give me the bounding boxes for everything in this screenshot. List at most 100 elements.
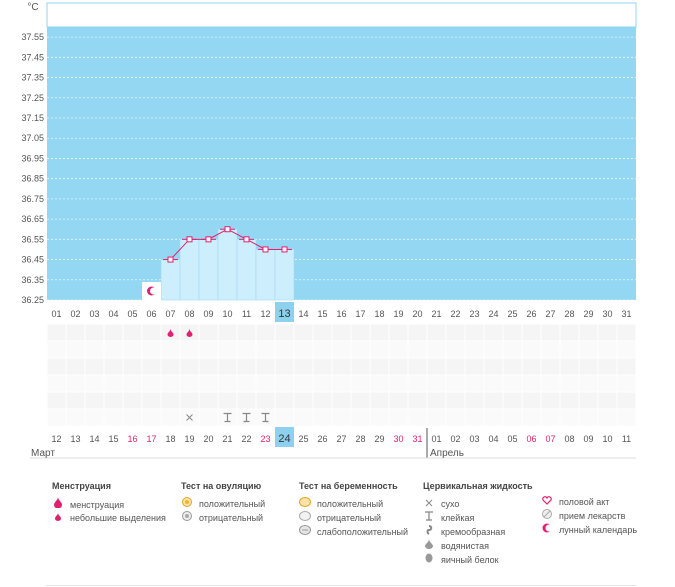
marker-cell [598,392,617,409]
marker-cell [484,392,503,409]
marker-cell [161,392,180,409]
date-label: 29 [374,434,384,444]
date-label: 06 [526,434,536,444]
marker-cell [465,358,484,375]
x-tick-label: 17 [355,309,365,319]
marker-cell [484,409,503,426]
marker-cell [389,341,408,358]
marker-cell [180,358,199,375]
marker-cell [503,392,522,409]
legend-item: сухо [423,497,533,511]
marker-cell [332,358,351,375]
x-tick-label: 09 [203,309,213,319]
marker-cell [522,375,541,392]
marker-cell [47,375,66,392]
date-label: 26 [317,434,327,444]
ovulation-positive-icon [181,497,193,511]
legend-title: Тест на овуляцию [181,481,262,491]
y-tick-label: 36.65 [21,214,44,224]
marker-cell [237,375,256,392]
legend-item: отрицательный [299,511,408,525]
drop-large-icon [52,497,64,512]
legend-label: положительный [199,499,266,509]
marker-cell [85,358,104,375]
marker-cell [484,358,503,375]
marker-cell [617,324,636,341]
marker-cell [313,341,332,358]
marker-cell [522,392,541,409]
marker-cell [47,341,66,358]
marker-cell [427,358,446,375]
creamy-icon [423,525,435,539]
sticky-icon [261,412,270,423]
date-label: 23 [260,434,270,444]
marker-cell [294,358,313,375]
marker-cell [199,358,218,375]
x-tick-label: 13 [278,308,290,320]
x-tick-label: 07 [165,309,175,319]
bbt-chart: °C 37.55 37.45 37.35 37.25 37.15 37.05 36.95 36.… [21,2,637,459]
date-label: 08 [564,434,574,444]
date-label: 01 [431,434,441,444]
marker-cell [313,375,332,392]
plot-area [47,27,636,300]
date-label: 17 [146,434,156,444]
marker-cell [598,358,617,375]
legend-item: небольшие выделения [52,511,166,525]
marker-cell [218,324,237,341]
marker-cell [503,358,522,375]
date-label: 14 [89,434,99,444]
x-tick-label: 30 [602,309,612,319]
marker-cell [598,341,617,358]
date-label: 03 [469,434,479,444]
marker-cell [389,324,408,341]
temperature-point [281,246,288,253]
marker-cell [66,358,85,375]
legend-label: небольшие выделения [70,513,166,523]
pregnancy-positive-icon [299,497,311,511]
legend-label: водянистая [441,541,490,551]
marker-cell [617,358,636,375]
marker-cell [66,375,85,392]
temperature-bar [255,249,276,301]
today-highlight [275,427,294,447]
marker-cell [218,392,237,409]
marker-cell [579,341,598,358]
marker-cell [142,392,161,409]
pregnancy-weak-icon [299,525,311,539]
marker-cell [123,392,142,409]
marker-cell [427,341,446,358]
marker-cell [104,341,123,358]
marker-cell [256,358,275,375]
marker-cell [47,392,66,409]
dry-icon [423,497,435,511]
marker-cell [199,324,218,341]
y-tick-label: 37.45 [21,52,44,62]
legend-label: слабоположительный [317,527,409,537]
x-tick-label: 29 [583,309,593,319]
marker-cell [199,409,218,426]
date-label: 21 [222,434,232,444]
x-tick-label: 14 [298,309,308,319]
x-tick-label: 01 [51,309,61,319]
date-label: 12 [51,434,61,444]
x-tick-label: 15 [317,309,327,319]
marker-cell [313,358,332,375]
marker-cell [237,341,256,358]
marker-cell [85,375,104,392]
legend-ovulation-test: Тест на овуляцию положительный отрицател… [181,481,265,525]
marker-cell [370,341,389,358]
temperature-bar [236,239,257,301]
marker-cell [503,409,522,426]
marker-cell [199,341,218,358]
marker-cell [104,324,123,341]
marker-cell [465,375,484,392]
month-label: Март [31,448,55,459]
drop-small-icon [52,511,64,525]
marker-cell [275,324,294,341]
marker-cell [256,324,275,341]
marker-cell [541,392,560,409]
marker-cell [85,392,104,409]
x-tick-label: 20 [412,309,422,319]
marker-cell [427,392,446,409]
